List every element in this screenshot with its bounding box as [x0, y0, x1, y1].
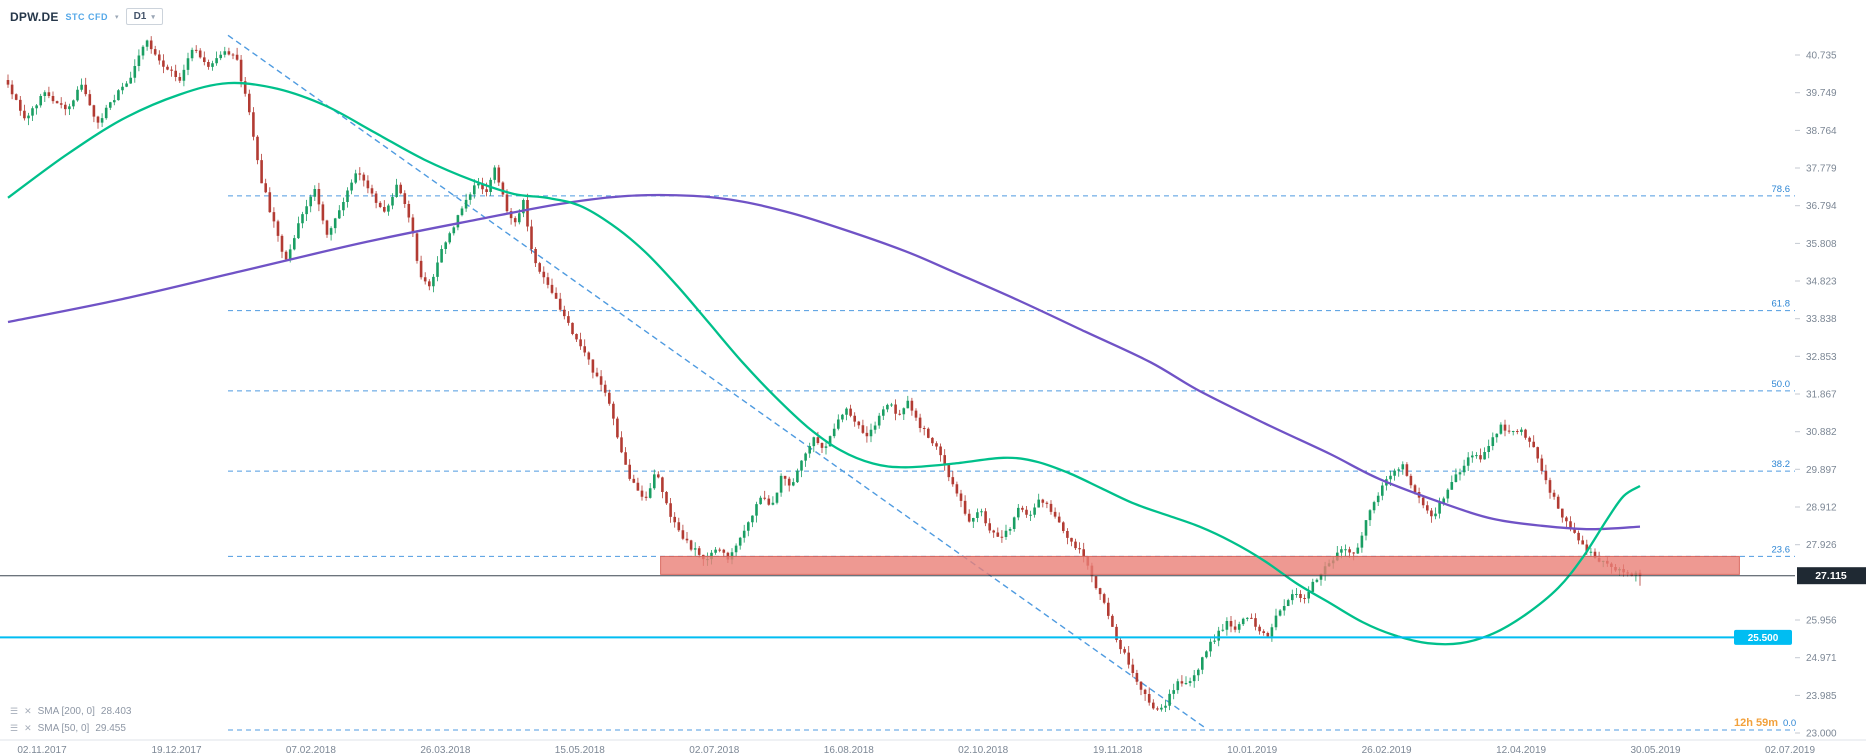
- sma-lines: [7, 81, 1641, 646]
- indicator-legend: ☰ ✕ SMA [200, 0] 28.403 ☰ ✕ SMA [50, 0] …: [10, 703, 131, 737]
- time-axis-label: 02.07.2018: [689, 745, 739, 756]
- price-axis-label: 27.926: [1806, 540, 1837, 551]
- fib-level-label: 0.0: [1783, 718, 1796, 729]
- price-axis-label: 33.838: [1806, 314, 1837, 325]
- price-axis-label: 29.897: [1806, 465, 1837, 476]
- support-zone[interactable]: [660, 555, 1740, 575]
- time-axis-label: 30.05.2019: [1630, 745, 1680, 756]
- price-axis-label: 39.749: [1806, 88, 1837, 99]
- price-axis-label: 37.779: [1806, 164, 1837, 175]
- indicator-settings-icon[interactable]: ☰: [10, 723, 19, 733]
- fib-level-label: 23.6: [1772, 544, 1791, 555]
- price-axis-label: 38.764: [1806, 126, 1837, 137]
- price-axis-label: 31.867: [1806, 390, 1837, 401]
- time-axis[interactable]: 02.11.2017 19.12.2017 07.02.2018 26.03.2018…: [0, 739, 1866, 756]
- price-axis-label: 28.912: [1806, 503, 1837, 514]
- price-axis-label: 32.853: [1806, 352, 1837, 363]
- fib-level-label: 38.2: [1772, 459, 1791, 470]
- price-level-line[interactable]: 25.500: [0, 629, 1792, 645]
- price-axis-label: 36.794: [1806, 201, 1837, 212]
- fib-level-label: 61.8: [1772, 299, 1791, 310]
- time-axis-label: 26.02.2019: [1362, 745, 1412, 756]
- candle-countdown: 12h 59m: [1734, 717, 1778, 729]
- indicator-row-sma50: ☰ ✕ SMA [50, 0] 29.455: [10, 720, 131, 737]
- time-axis-label: 02.07.2019: [1765, 745, 1815, 756]
- time-axis-label: 02.10.2018: [958, 745, 1008, 756]
- timeframe-dropdown[interactable]: D1 ▾: [125, 8, 163, 25]
- time-axis-label: 07.02.2018: [286, 745, 336, 756]
- price-axis-label: 35.808: [1806, 239, 1837, 250]
- price-axis-label: 40.735: [1806, 51, 1837, 62]
- fib-level-label: 50.0: [1772, 379, 1791, 390]
- price-level-badge: [1734, 629, 1792, 645]
- price-axis-label: 24.971: [1806, 653, 1837, 664]
- sma200-line: [7, 193, 1641, 531]
- indicator-value: 28.403: [100, 706, 132, 717]
- indicator-settings-icon[interactable]: ☰: [10, 706, 19, 716]
- chevron-down-icon: ▾: [115, 13, 119, 21]
- time-axis-label: 15.05.2018: [555, 745, 605, 756]
- time-axis-label: 02.11.2017: [17, 745, 67, 756]
- current-price-badge: [1797, 567, 1866, 585]
- time-axis-label: 10.01.2019: [1227, 745, 1277, 756]
- indicator-label: SMA [50, 0]: [37, 723, 90, 734]
- time-axis-label: 16.08.2018: [824, 745, 874, 756]
- price-axis-label: 30.882: [1806, 427, 1837, 438]
- timeframe-value: D1: [133, 11, 147, 22]
- chevron-down-icon: ▾: [151, 13, 155, 21]
- indicator-value: 29.455: [95, 723, 126, 734]
- price-axis-label: 23.000: [1806, 729, 1837, 740]
- current-price-marker: 27.115: [0, 567, 1866, 585]
- sma50-line: [7, 81, 1641, 646]
- price-axis-label: 25.956: [1806, 616, 1837, 627]
- time-axis-label: 19.12.2017: [151, 745, 201, 756]
- svg-text:25.500: 25.500: [1748, 633, 1779, 644]
- trendline[interactable]: [227, 34, 1205, 728]
- symbol-name: DPW.DE: [10, 9, 59, 24]
- time-axis-label: 26.03.2018: [420, 745, 470, 756]
- svg-text:27.115: 27.115: [1815, 570, 1847, 582]
- price-axis-label: 34.823: [1806, 277, 1837, 288]
- price-axis[interactable]: 40.735 39.749 38.764 37.779 36.794 35.808 34.8…: [1795, 51, 1837, 740]
- indicator-remove-icon[interactable]: ✕: [24, 706, 32, 716]
- instrument-type-selector[interactable]: STC CFD: [65, 11, 109, 22]
- fib-level-label: 78.6: [1772, 184, 1791, 195]
- indicator-remove-icon[interactable]: ✕: [24, 723, 32, 733]
- candles-series: [6, 36, 1642, 712]
- indicator-label: SMA [200, 0]: [37, 706, 95, 717]
- time-axis-label: 12.04.2019: [1496, 745, 1546, 756]
- price-axis-label: 23.985: [1806, 691, 1837, 702]
- time-axis-label: 19.11.2018: [1093, 745, 1143, 756]
- indicator-row-sma200: ☰ ✕ SMA [200, 0] 28.403: [10, 703, 131, 720]
- chart-header: DPW.DE STC CFD ▾ D1 ▾: [10, 8, 163, 25]
